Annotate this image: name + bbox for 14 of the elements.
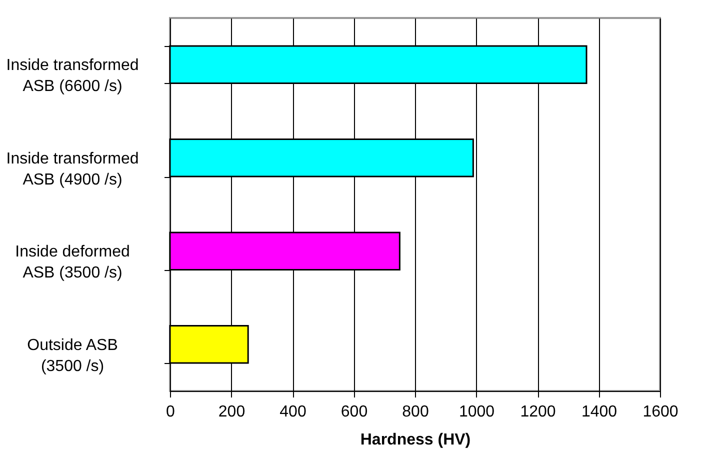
- x-axis-title: Hardness (HV): [360, 432, 471, 448]
- x-tick-label: 1200: [520, 404, 556, 420]
- y-tick-label: Inside transformed ASB (4900 /s): [6, 150, 139, 188]
- x-tick-label: 400: [280, 404, 306, 420]
- x-tick-label: 1400: [581, 404, 618, 420]
- x-tick-label: 1600: [642, 404, 678, 420]
- y-tick-label: Outside ASB (3500 /s): [27, 336, 118, 375]
- y-tick-label: Inside deformed ASB (3500 /s): [15, 244, 130, 282]
- x-tick-label: 200: [218, 404, 246, 420]
- x-tick-label: 1000: [458, 404, 495, 420]
- x-tick-label: 600: [340, 404, 368, 420]
- x-tick-label: 0: [166, 404, 176, 420]
- x-tick-label: 800: [402, 404, 429, 420]
- y-tick-label: Inside transformed ASB (6600 /s): [6, 57, 139, 96]
